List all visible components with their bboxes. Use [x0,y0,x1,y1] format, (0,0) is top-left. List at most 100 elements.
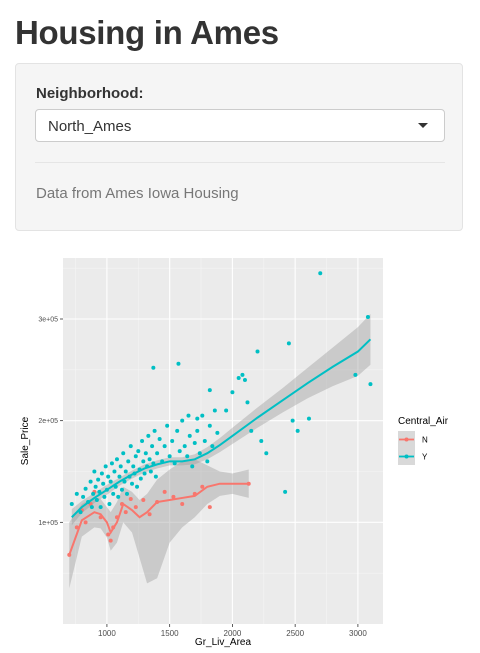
data-point-Y [177,449,182,454]
data-point-Y [128,444,133,449]
data-point-Y [140,439,145,443]
data-point-Y [119,487,124,492]
data-point-Y [165,423,170,428]
data-point-N [83,520,88,525]
data-point-Y [78,510,83,515]
data-point-Y [91,491,96,496]
data-point-Y [99,471,104,476]
sidebar-panel: Neighborhood: North_Ames Data from Ames … [15,63,463,231]
page-title: Housing in Ames [15,14,279,51]
data-point-Y [157,436,162,441]
data-point-Y [155,451,160,456]
data-point-Y [107,502,112,507]
data-point-Y [255,349,260,354]
data-point-Y [123,469,128,474]
data-point-Y [126,459,131,464]
divider [35,162,445,163]
data-point-Y [98,505,103,510]
data-point-Y [353,372,358,377]
x-tick-label: 2500 [286,629,304,638]
confidence-band-N [69,459,249,589]
data-point-Y [116,494,121,499]
data-point-Y [89,505,94,510]
data-point-Y [131,464,136,469]
data-point-Y [176,361,181,366]
data-point-N [162,489,167,494]
data-point-Y [259,439,264,443]
data-source-text: Data from Ames Iowa Housing [36,185,239,202]
data-point-Y [180,418,185,423]
data-point-N [74,525,79,530]
data-point-Y [81,494,86,499]
data-point-Y [103,464,108,469]
data-point-Y [186,413,191,418]
data-point-Y [210,444,215,449]
neighborhood-select-value: North_Ames [48,118,132,135]
data-point-Y [175,428,180,433]
data-point-Y [125,491,129,496]
y-axis-label: Sale_Price [20,416,31,465]
data-point-Y [207,388,212,393]
data-point-Y [101,481,106,486]
data-point-Y [286,341,291,346]
data-point-Y [172,461,177,466]
data-point-Y [190,464,195,469]
data-point-Y [152,428,157,433]
data-point-N [123,510,128,515]
data-point-Y [108,479,113,484]
data-point-Y [365,314,370,319]
data-point-Y [242,378,247,382]
data-point-Y [117,474,122,479]
data-point-Y [236,375,241,380]
data-point-Y [130,481,135,486]
data-point-Y [133,454,138,459]
chevron-down-icon[interactable] [418,123,428,128]
data-point-Y [153,474,158,479]
legend-title: Central_Air [398,416,449,427]
data-point-Y [295,428,300,433]
x-tick-label: 2000 [224,629,242,638]
data-point-Y [122,479,127,484]
legend: Central_Air NY [398,416,449,465]
data-point-N [106,532,111,537]
data-point-Y [195,416,200,421]
data-point-Y [136,449,141,454]
data-point-Y [121,451,126,456]
data-point-N [180,502,185,507]
data-point-Y [192,441,197,446]
data-point-Y [162,444,167,449]
legend-label-N: N [422,436,428,445]
x-tick-label: 1000 [98,629,116,638]
data-point-Y [215,430,220,435]
data-point-Y [97,489,102,494]
neighborhood-select[interactable]: North_Ames [35,109,445,142]
data-point-Y [88,479,93,484]
data-point-Y [249,428,254,433]
data-point-Y [150,444,155,449]
data-point-Y [170,439,175,443]
data-point-Y [318,271,323,276]
data-point-Y [141,459,146,464]
data-point-N [207,505,212,510]
data-point-Y [83,486,88,491]
data-point-Y [142,471,147,476]
data-point-N [108,538,113,543]
data-point-Y [106,474,111,479]
data-point-Y [182,444,187,449]
data-point-Y [205,459,210,464]
data-point-N [141,497,146,502]
data-point-Y [187,433,192,438]
data-point-Y [146,433,151,438]
data-point-Y [207,423,212,428]
data-point-Y [93,484,98,489]
data-point-N [200,484,205,489]
data-point-Y [230,390,235,395]
data-point-Y [202,439,207,443]
data-point-Y [200,413,205,418]
data-point-Y [111,491,116,496]
data-point-Y [197,451,202,456]
data-point-Y [240,372,245,377]
y-tick-label: 2e+05 [38,418,58,425]
data-point-N [133,505,138,510]
data-point-Y [151,365,156,370]
